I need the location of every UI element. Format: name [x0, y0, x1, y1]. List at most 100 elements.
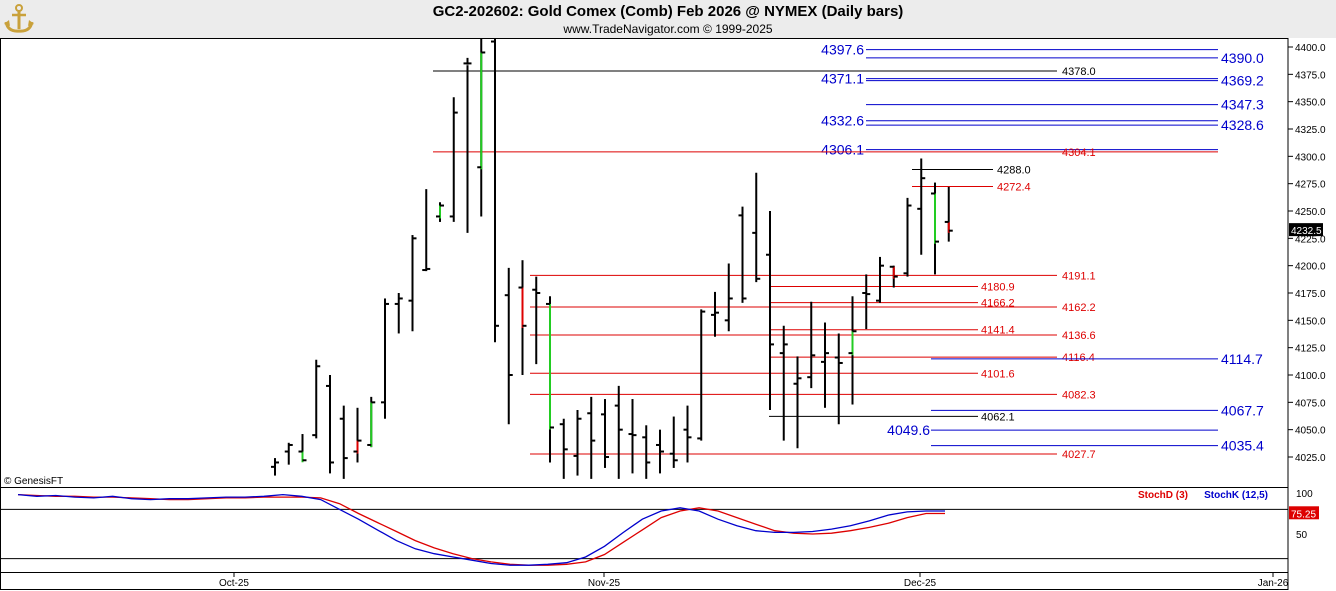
price-bar [724, 263, 733, 332]
level-label: 4027.7 [1062, 449, 1096, 461]
level-label: 4062.1 [981, 411, 1015, 423]
price-tick-label: 4325.0 [1295, 125, 1326, 136]
price-tick-label: 4075.0 [1295, 398, 1326, 409]
price-bar [738, 206, 747, 303]
price-tick-label: 4100.0 [1295, 371, 1326, 382]
price-bar [793, 356, 802, 449]
price-bar [821, 322, 829, 408]
price-tick-label: 4400.0 [1295, 43, 1326, 54]
stoch-tick-label: 50 [1296, 530, 1308, 541]
price-bar [642, 425, 651, 479]
price-tick-label: 4050.0 [1295, 426, 1326, 437]
price-bar [656, 429, 664, 474]
price-bar [339, 405, 348, 479]
price-bar [628, 399, 637, 474]
price-bar [862, 274, 871, 330]
price-bar [284, 442, 293, 465]
stoch-legend-d: StochD (3) [1138, 490, 1188, 501]
level-label: 4332.6 [821, 113, 864, 129]
level-label: 4035.4 [1221, 438, 1264, 454]
price-bar [766, 211, 774, 410]
price-bar [353, 407, 362, 463]
level-label: 4067.7 [1221, 402, 1264, 418]
price-plot-frame [0, 38, 1289, 488]
stoch-last-box [1289, 506, 1319, 520]
price-bar [518, 260, 527, 375]
price-bar [711, 291, 719, 337]
level-label: 4162.2 [1062, 302, 1096, 314]
price-bar [779, 325, 788, 441]
level-label: 4306.1 [821, 142, 864, 158]
price-tick-label: 4200.0 [1295, 262, 1326, 273]
price-bar [683, 405, 692, 463]
price-bar [449, 97, 458, 222]
price-bar [752, 172, 761, 283]
date-tick-label: Dec-25 [904, 578, 937, 589]
price-bar [944, 186, 953, 242]
anchor-logo-icon [4, 4, 34, 33]
last-price-box [1289, 223, 1323, 237]
price-tick-label: 4350.0 [1295, 98, 1326, 109]
level-label: 4397.6 [821, 42, 864, 58]
price-bar [601, 399, 609, 468]
price-tick-label: 4300.0 [1295, 152, 1326, 163]
price-bar [381, 298, 389, 419]
price-tick-label: 4375.0 [1295, 70, 1326, 81]
stoch-plot-frame [0, 487, 1289, 573]
level-label: 4191.1 [1062, 270, 1096, 282]
price-tick-label: 4150.0 [1295, 316, 1326, 327]
price-tick-label: 4175.0 [1295, 289, 1326, 300]
date-tick-label: Nov-25 [588, 578, 621, 589]
date-tick-label: Oct-25 [219, 578, 249, 589]
price-bar [807, 301, 816, 389]
level-label: 4369.2 [1221, 73, 1264, 89]
level-label: 4166.2 [981, 298, 1015, 310]
price-tick-label: 4125.0 [1295, 344, 1326, 355]
level-label: 4136.6 [1062, 330, 1096, 342]
price-bar [326, 375, 334, 474]
chart-subtitle: www.TradeNavigator.com © 1999-2025 [563, 22, 773, 36]
chart-title: GC2-202602: Gold Comex (Comb) Feb 2026 @… [432, 3, 904, 20]
price-tick-label: 4250.0 [1295, 207, 1326, 218]
stoch-series-line [17, 493, 945, 566]
level-label: 4390.0 [1221, 50, 1264, 66]
price-bar [573, 409, 582, 476]
level-label: 4378.0 [1062, 66, 1096, 78]
price-bar [312, 359, 321, 439]
price-bar [834, 333, 843, 425]
price-bar [298, 434, 307, 463]
level-label: 4114.7 [1221, 351, 1263, 367]
level-label: 4304.1 [1062, 147, 1096, 159]
price-bar [491, 38, 499, 343]
level-label: 4101.6 [981, 368, 1015, 380]
price-bar [408, 235, 417, 332]
price-bar [422, 189, 431, 272]
level-label: 4288.0 [997, 164, 1031, 176]
price-bar [477, 38, 486, 217]
price-tick-label: 4275.0 [1295, 180, 1326, 191]
price-tick-label: 4025.0 [1295, 453, 1326, 464]
price-bar [876, 256, 884, 303]
level-label: 4049.6 [887, 422, 930, 438]
price-bar [669, 416, 678, 468]
date-axis-frame [0, 572, 1289, 590]
price-bar [917, 158, 926, 255]
price-bar [889, 265, 898, 288]
price-bar [931, 182, 939, 275]
price-bar [697, 309, 706, 441]
stoch-last-label: 75.25 [1291, 509, 1316, 520]
price-bar [504, 267, 513, 425]
price-bar [614, 385, 623, 479]
price-bar [848, 296, 857, 405]
price-bar [394, 293, 403, 334]
level-label: 4347.3 [1221, 97, 1264, 113]
level-label: 4328.6 [1221, 117, 1264, 133]
copyright-label: © GenesisFT [4, 476, 63, 487]
price-bar [463, 57, 472, 233]
last-price-label: 4232.5 [1291, 226, 1322, 237]
level-label: 4082.3 [1062, 389, 1096, 401]
price-bar [587, 396, 596, 479]
level-label: 4272.4 [997, 182, 1031, 194]
price-bar [367, 396, 376, 448]
